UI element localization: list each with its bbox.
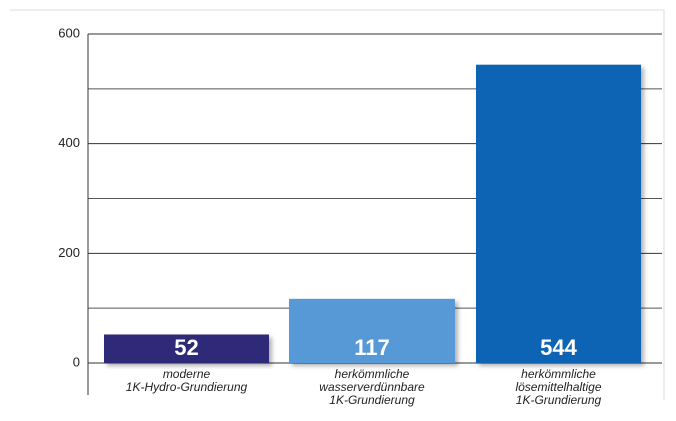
bar <box>289 298 455 363</box>
x-tick-label: 1K-Hydro-Grundierung <box>126 380 248 394</box>
x-tick-label: 1K-Grundierung <box>329 393 415 407</box>
bar <box>476 64 641 363</box>
data-label: 117 <box>354 335 390 360</box>
x-tick-label: herkömmliche <box>335 367 410 381</box>
y-tick-label: 0 <box>73 354 80 369</box>
data-label: 544 <box>540 335 577 360</box>
y-tick-label: 600 <box>58 25 80 40</box>
data-label: 52 <box>174 335 198 360</box>
frame <box>10 9 665 400</box>
y-tick-label: 200 <box>58 245 80 260</box>
bar <box>104 334 269 363</box>
x-tick-label: wasserverdünnbare <box>319 380 425 394</box>
x-tick-label: 1K-Grundierung <box>516 393 602 407</box>
x-tick-label: herkömmliche <box>521 367 596 381</box>
x-tick-label: moderne <box>163 367 211 381</box>
y-tick-label: 400 <box>58 135 80 150</box>
x-tick-label: lösemittelhaltige <box>515 380 601 394</box>
